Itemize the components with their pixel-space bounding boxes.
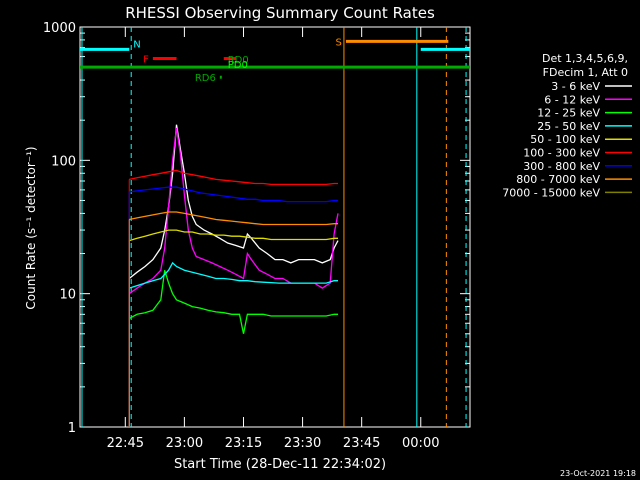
series-line bbox=[129, 169, 338, 186]
legend-label: 100 - 300 keV bbox=[523, 147, 600, 160]
flag-label: RD6 bbox=[195, 73, 216, 84]
series-line bbox=[128, 127, 339, 295]
flag-label: S bbox=[336, 37, 342, 48]
series-line bbox=[129, 186, 338, 203]
series-line bbox=[128, 270, 338, 334]
series-line bbox=[128, 124, 339, 280]
y-tick-label: 1000 bbox=[43, 21, 76, 36]
flag-label: RD0 bbox=[228, 55, 249, 66]
y-tick-label: 100 bbox=[51, 154, 76, 169]
x-tick-label: 23:45 bbox=[343, 436, 380, 451]
legend-header-line-1: Det 1,3,4,5,6,9, bbox=[542, 52, 628, 65]
flag-label: F bbox=[143, 55, 149, 66]
legend-label: 50 - 100 keV bbox=[530, 133, 600, 146]
legend-label: 25 - 50 keV bbox=[537, 120, 600, 133]
x-tick-label: 22:45 bbox=[107, 436, 144, 451]
series-line bbox=[129, 261, 338, 289]
legend-label: 300 - 800 keV bbox=[523, 160, 600, 173]
y-tick-label: 1 bbox=[68, 421, 76, 436]
x-axis-label: Start Time (28-Dec-11 22:34:02) bbox=[174, 457, 386, 472]
x-tick-label: 23:30 bbox=[284, 436, 321, 451]
plot-frame bbox=[79, 26, 471, 428]
x-tick-label: 23:15 bbox=[225, 436, 262, 451]
legend-label: 3 - 6 keV bbox=[551, 80, 600, 93]
series-line bbox=[129, 229, 338, 242]
legend-label: 6 - 12 keV bbox=[544, 93, 600, 106]
y-axis-label: Count Rate (s⁻¹ detector⁻¹) bbox=[24, 146, 38, 309]
x-tick-label: 23:00 bbox=[166, 436, 203, 451]
series-line bbox=[129, 211, 338, 226]
x-tick-label: 00:00 bbox=[402, 436, 439, 451]
legend-label: 800 - 7000 keV bbox=[516, 173, 600, 186]
plot-area: 1 10 100 1000 22:45 23:00 23:15 23:30 23:45 00:00… bbox=[43, 21, 471, 451]
y-tick-label: 10 bbox=[59, 288, 76, 303]
flag-label: N bbox=[133, 39, 140, 50]
chart-title: RHESSI Observing Summary Count Rates bbox=[125, 4, 435, 22]
footer-timestamp: 23-Oct-2021 19:18 bbox=[560, 469, 636, 478]
legend-label: 7000 - 15000 keV bbox=[502, 186, 600, 199]
flag-label: PD0 bbox=[228, 60, 248, 71]
legend-label: 12 - 25 keV bbox=[537, 107, 600, 120]
legend-header-line-2: FDecim 1, Att 0 bbox=[543, 66, 628, 79]
